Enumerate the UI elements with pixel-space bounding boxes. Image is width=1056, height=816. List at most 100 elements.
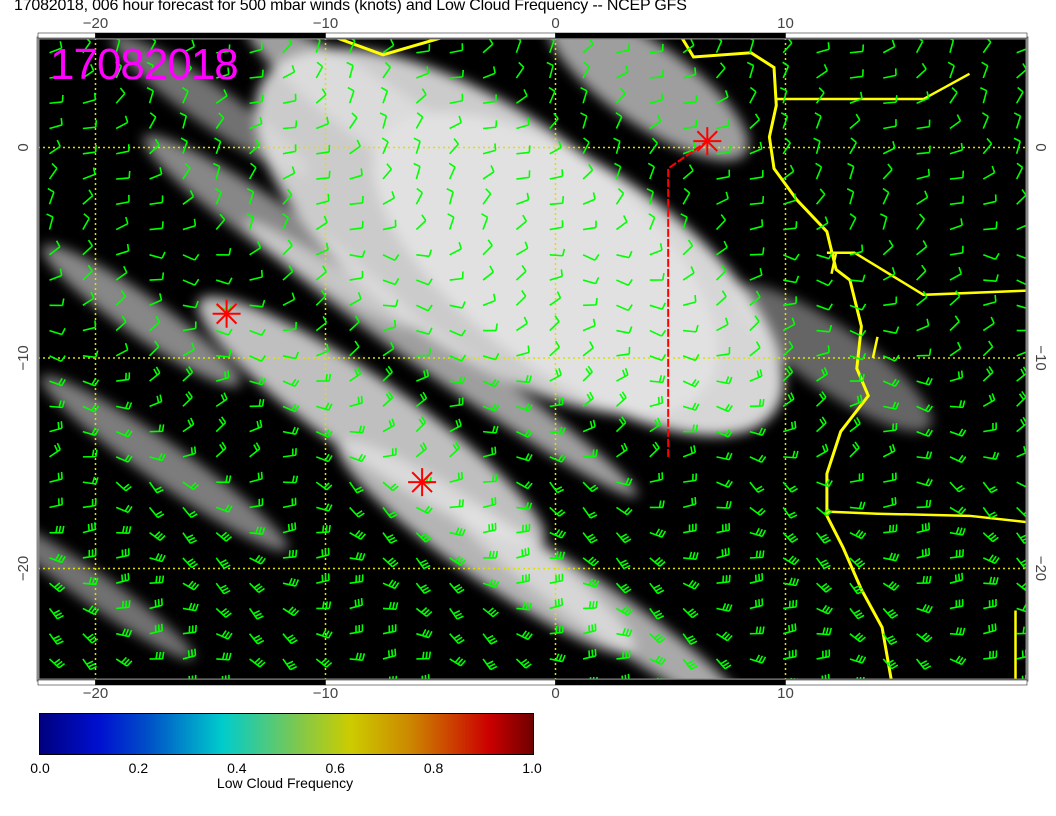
wind-barb <box>816 627 832 636</box>
wind-barb <box>349 220 364 231</box>
wind-barb <box>882 444 896 458</box>
wind-barb <box>580 86 588 104</box>
wind-barb <box>683 473 698 483</box>
wind-barb <box>983 221 998 231</box>
wind-barb <box>649 243 663 256</box>
wind-barb <box>283 684 298 694</box>
wind-barb <box>682 266 695 281</box>
wind-barb <box>82 633 99 644</box>
wind-barb <box>849 329 867 337</box>
wind-barb <box>349 652 366 661</box>
wind-barb <box>782 340 794 357</box>
wind-barb <box>449 354 467 362</box>
wind-barb <box>349 367 362 382</box>
cloud-field <box>38 38 932 680</box>
wind-barb <box>149 575 165 584</box>
wind-barb <box>49 471 63 483</box>
wind-barb <box>415 582 431 595</box>
wind-barb <box>380 86 389 104</box>
wind-barb <box>516 345 530 357</box>
wind-barb <box>649 417 662 433</box>
wind-barb <box>916 451 933 460</box>
wind-barb <box>582 341 594 357</box>
wind-barb <box>549 220 564 231</box>
wind-barb <box>48 658 66 669</box>
wind-barb <box>449 441 461 458</box>
wind-barb <box>716 317 729 332</box>
wind-barb <box>282 658 298 671</box>
wind-barb <box>549 528 567 539</box>
wind-barb <box>716 500 732 509</box>
wind-barb <box>449 271 464 281</box>
wind-barb <box>249 657 266 668</box>
wind-barb <box>782 392 795 408</box>
wind-barb <box>482 352 500 361</box>
wind-barb <box>182 342 195 357</box>
wind-barb <box>849 632 866 643</box>
wind-barb <box>616 650 631 660</box>
wind-barb <box>382 278 400 286</box>
wind-barb <box>983 599 997 610</box>
wind-barb <box>716 574 731 584</box>
wind-barb <box>116 144 130 155</box>
wind-barb <box>847 162 855 180</box>
wind-barb <box>182 321 197 332</box>
wind-barb <box>482 522 497 534</box>
wind-barb <box>716 547 730 559</box>
wind-barb <box>415 214 427 231</box>
wind-barb <box>1016 603 1027 613</box>
wind-barb <box>649 114 662 130</box>
wind-barb <box>415 187 424 205</box>
wind-barb <box>482 403 500 412</box>
wind-barb <box>48 607 64 620</box>
wind-barb <box>516 170 531 180</box>
wind-barb <box>282 292 296 307</box>
wind-barb <box>882 581 900 591</box>
wind-barb <box>282 239 293 256</box>
wind-barb <box>149 315 161 332</box>
wind-barb <box>282 321 297 332</box>
wind-barb <box>649 441 660 458</box>
wind-barb <box>616 368 629 382</box>
lat-tick-label-right: −10 <box>1032 345 1049 370</box>
wind-barb <box>382 418 396 433</box>
wind-barb <box>916 240 928 256</box>
wind-barb <box>749 598 764 610</box>
wind-barb <box>815 532 832 544</box>
wind-barb <box>82 144 97 155</box>
wind-barb <box>916 62 927 79</box>
wind-barb <box>282 426 299 436</box>
wind-barb <box>416 43 431 54</box>
wind-barb <box>516 481 533 490</box>
wind-barb <box>683 94 698 105</box>
wind-barb <box>949 114 962 130</box>
wind-barb <box>316 373 332 382</box>
wind-barb <box>316 573 330 584</box>
wind-barb <box>749 315 760 332</box>
wind-barb <box>116 548 130 559</box>
wind-barb <box>215 441 227 458</box>
wind-barb <box>883 524 898 534</box>
wind-barb <box>682 187 691 205</box>
wind-barb <box>146 61 155 79</box>
wind-barb <box>682 496 697 509</box>
wind-barb <box>349 598 364 610</box>
wind-barb <box>449 329 467 337</box>
wind-barb <box>316 344 330 357</box>
wind-barb <box>82 576 99 586</box>
wind-barb <box>180 137 188 155</box>
wind-barb <box>916 91 930 104</box>
frame-band <box>555 679 786 686</box>
wind-barb <box>849 373 865 382</box>
wind-barb <box>315 215 328 231</box>
wind-barb <box>682 142 697 155</box>
graticule <box>38 38 1027 680</box>
wind-barb <box>382 319 397 332</box>
wind-barb <box>182 481 200 491</box>
wind-barb <box>683 551 699 561</box>
wind-barb <box>849 607 865 620</box>
wind-barb <box>148 481 164 494</box>
wind-barb <box>115 481 132 492</box>
wind-barb <box>49 400 66 409</box>
wind-barb <box>582 318 596 332</box>
